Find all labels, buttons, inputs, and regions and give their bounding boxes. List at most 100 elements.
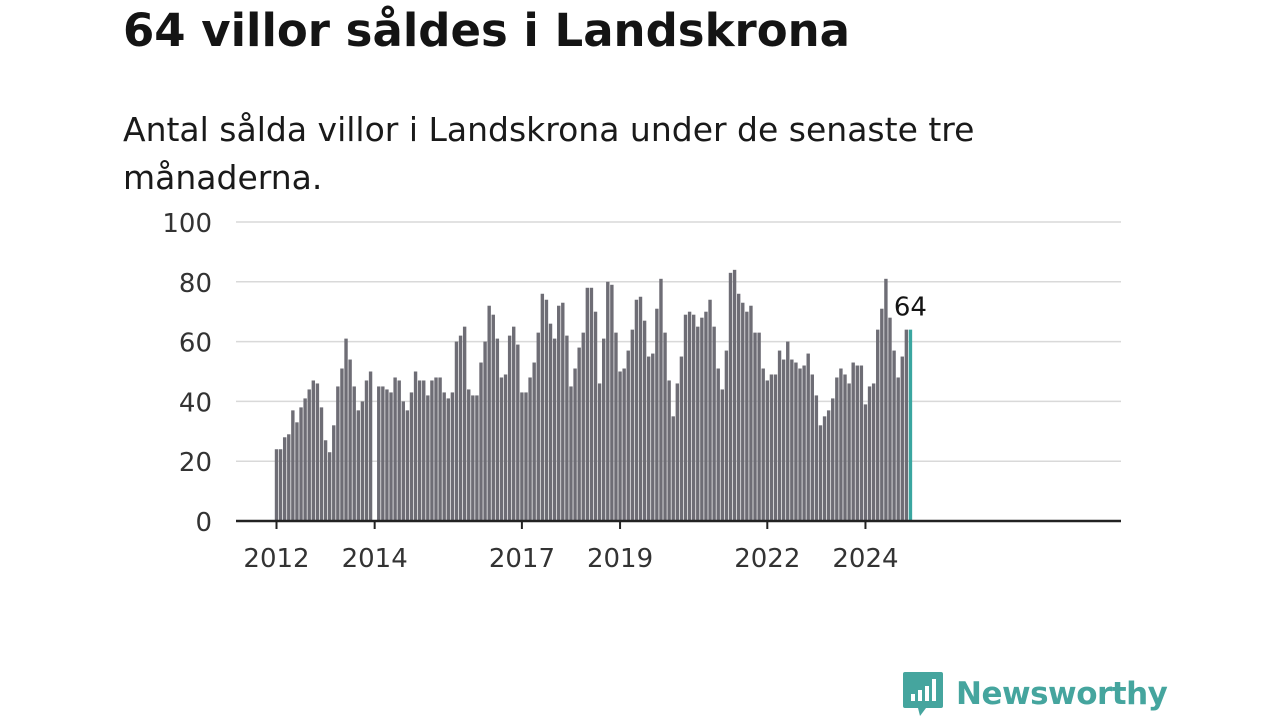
bar xyxy=(426,395,430,521)
bar xyxy=(487,305,491,521)
bar xyxy=(655,308,659,521)
bar xyxy=(491,314,495,521)
bar xyxy=(503,374,508,521)
bar xyxy=(479,362,483,521)
bar xyxy=(573,368,577,521)
bar xyxy=(352,386,356,521)
bar xyxy=(344,338,348,521)
bar xyxy=(863,404,868,521)
y-tick-label: 20 xyxy=(179,448,212,478)
brand-name: Newsworthy xyxy=(956,676,1168,712)
bar xyxy=(282,437,287,521)
bar xyxy=(839,368,843,521)
bar xyxy=(606,281,610,521)
bar xyxy=(471,395,475,521)
newsworthy-brand: Newsworthy xyxy=(902,670,1168,718)
x-tick-label: 2024 xyxy=(832,544,898,574)
bar xyxy=(413,371,418,521)
bar xyxy=(859,365,864,521)
bar xyxy=(712,326,716,521)
bar xyxy=(336,386,340,521)
bar xyxy=(483,341,487,521)
bar xyxy=(561,302,565,521)
bar xyxy=(593,311,598,521)
bar xyxy=(360,401,365,521)
bar xyxy=(319,407,324,521)
bar xyxy=(278,449,283,521)
bar xyxy=(462,326,467,521)
bar xyxy=(855,365,859,521)
bar xyxy=(749,305,753,521)
bar xyxy=(679,356,684,521)
chart-title: 64 villor såldes i Landskrona xyxy=(123,4,851,57)
bar xyxy=(700,317,704,521)
bar xyxy=(303,398,307,521)
x-tick-label: 2022 xyxy=(734,544,800,574)
bar xyxy=(790,359,794,521)
bar xyxy=(822,416,827,521)
bar xyxy=(287,434,291,521)
x-tick-label: 2012 xyxy=(243,544,309,574)
bar xyxy=(377,386,381,521)
bar xyxy=(773,374,778,521)
bar xyxy=(409,392,414,521)
bar xyxy=(634,299,639,521)
bar xyxy=(332,425,336,521)
bar xyxy=(516,344,520,521)
bar xyxy=(524,392,528,521)
bar xyxy=(446,398,450,521)
bar xyxy=(340,368,344,521)
bar xyxy=(638,296,643,521)
bar xyxy=(777,350,782,521)
bar xyxy=(691,314,696,521)
bar xyxy=(651,353,655,521)
bar xyxy=(716,368,720,521)
y-tick-label: 80 xyxy=(179,269,212,299)
bar xyxy=(871,383,876,521)
bar xyxy=(274,449,279,521)
bar xyxy=(454,341,459,521)
newsworthy-logo-icon xyxy=(903,672,943,716)
bar xyxy=(626,350,630,521)
bar xyxy=(622,368,626,521)
bar xyxy=(307,389,311,521)
bar xyxy=(761,368,765,521)
bar xyxy=(442,392,446,521)
bar xyxy=(397,380,401,521)
bar xyxy=(646,356,651,521)
bar xyxy=(765,380,769,521)
bar xyxy=(642,320,647,521)
bar xyxy=(323,440,328,521)
bar xyxy=(512,326,516,521)
bar xyxy=(577,347,581,521)
bar xyxy=(589,287,594,521)
bar xyxy=(798,368,802,521)
bar xyxy=(806,353,810,521)
y-tick-label: 0 xyxy=(195,508,212,538)
bar xyxy=(327,452,332,521)
bar xyxy=(557,305,561,521)
bar xyxy=(348,359,352,521)
bar xyxy=(467,389,471,521)
bar xyxy=(786,341,790,521)
x-tick-label: 2017 xyxy=(489,544,555,574)
bar xyxy=(757,332,761,521)
bar xyxy=(720,389,725,521)
bar xyxy=(520,392,524,521)
bar xyxy=(393,377,397,521)
bar xyxy=(802,365,806,521)
bar xyxy=(896,377,900,521)
bar xyxy=(475,395,479,521)
bar xyxy=(900,356,904,521)
bar xyxy=(450,392,455,521)
bar xyxy=(741,302,745,521)
bar xyxy=(663,332,667,521)
bar xyxy=(769,374,774,521)
bar xyxy=(311,380,316,521)
bar xyxy=(585,287,590,521)
bar xyxy=(892,350,896,521)
bar xyxy=(291,410,295,521)
bar xyxy=(430,380,434,521)
highlight-value-label: 64 xyxy=(894,293,927,323)
